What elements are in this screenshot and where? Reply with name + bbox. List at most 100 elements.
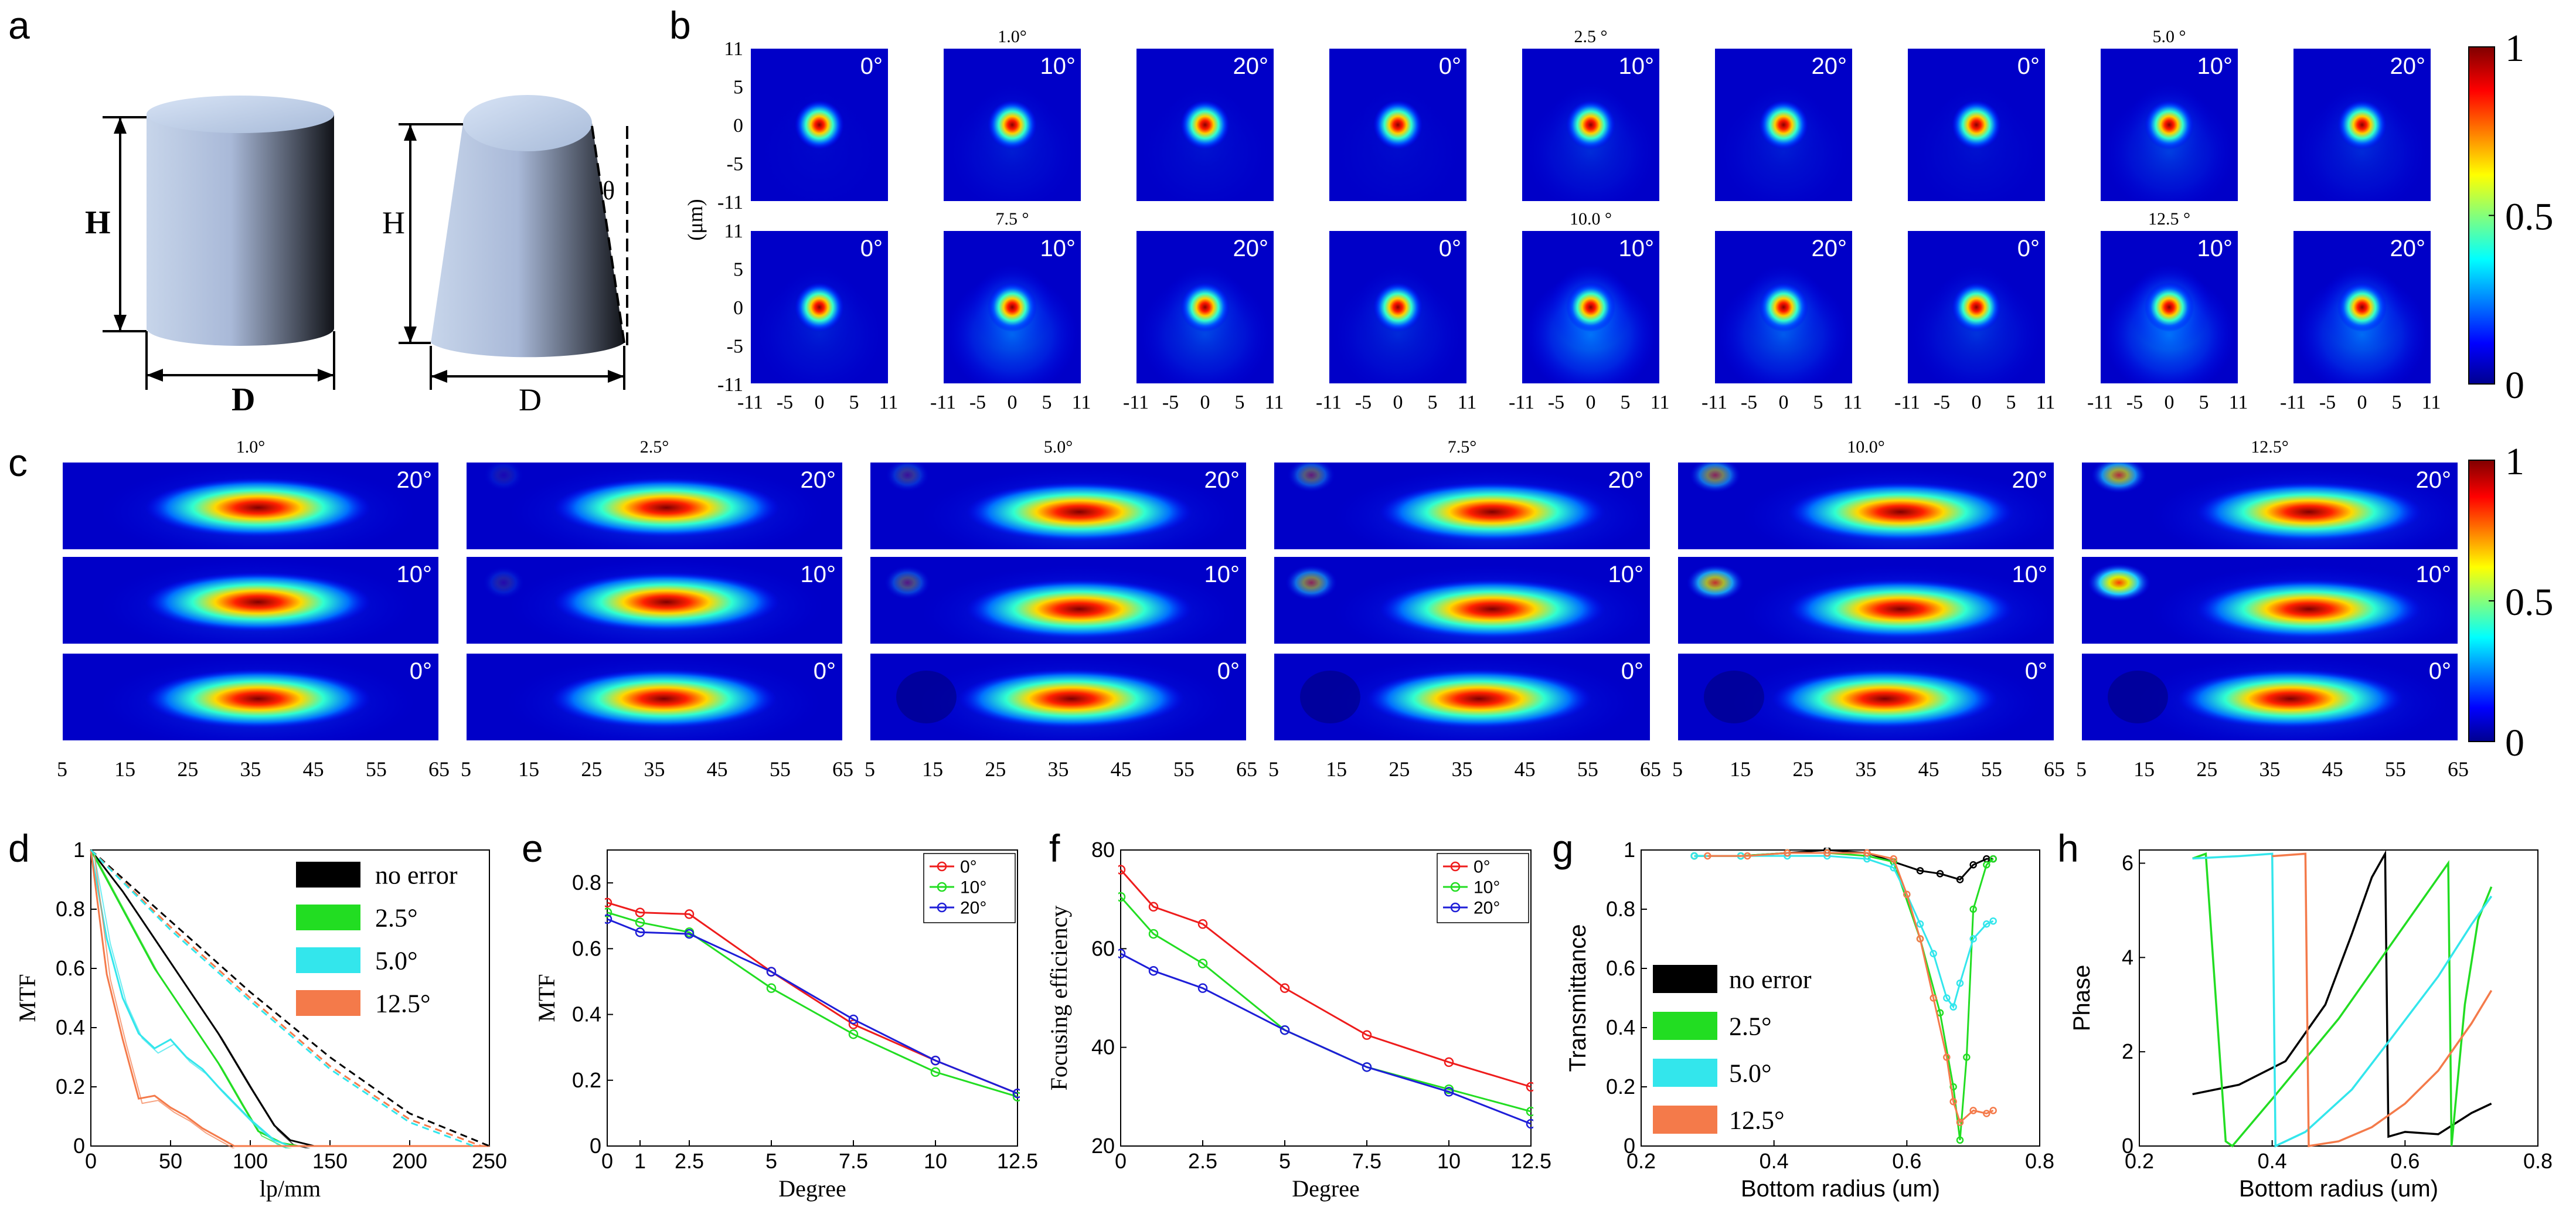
xz-xtick-label: 55 bbox=[2385, 757, 2406, 781]
panel-label-c: c bbox=[8, 441, 28, 484]
xy-ytick-label: 0 bbox=[733, 297, 743, 319]
e-data-point bbox=[635, 917, 645, 927]
g-data-point bbox=[1969, 1107, 1977, 1114]
e-legend: 0°10° 20° bbox=[923, 853, 1016, 923]
e-data-point bbox=[635, 927, 645, 937]
f-data-point bbox=[1444, 1087, 1454, 1097]
xz-xtick-label: 65 bbox=[2044, 757, 2065, 781]
xz-colorbar-label: 0 bbox=[2505, 722, 2524, 764]
xy-xtick-label: 5 bbox=[1621, 392, 1631, 413]
xy-xtick-label: 5 bbox=[1813, 392, 1823, 413]
d-legend-label: 12.5° bbox=[375, 989, 431, 1018]
f-data-point bbox=[1526, 1082, 1533, 1092]
e-xtick-label: 1 bbox=[634, 1149, 646, 1173]
xz-heatmap-frame bbox=[1273, 652, 1651, 742]
xy-colorbar-label: 0.5 bbox=[2505, 196, 2554, 239]
xy-heatmap-tile: 0° bbox=[1328, 230, 1468, 385]
xy-heatmap-tile: 0° bbox=[750, 230, 889, 385]
xz-xtick-label: 55 bbox=[1173, 757, 1195, 781]
xz-heatmap-tile: 10° bbox=[1273, 556, 1651, 645]
xz-heatmap-sidelobe bbox=[886, 462, 930, 492]
g-data-point bbox=[1969, 935, 1977, 943]
h-series-line bbox=[2272, 852, 2493, 1148]
g-legend-swatch bbox=[1653, 1059, 1717, 1087]
xz-xtick-label: 25 bbox=[1792, 757, 1813, 781]
xy-heatmap-spot bbox=[1373, 100, 1423, 149]
xy-xtick-label: 5 bbox=[849, 392, 859, 413]
h-xtick-label: 0.6 bbox=[2390, 1149, 2420, 1173]
xz-heatmap-tile: 10° bbox=[869, 556, 1247, 645]
xz-heatmap-sidelobe bbox=[884, 566, 931, 600]
xz-xtick-label: 55 bbox=[770, 757, 791, 781]
f-legend-label: 0° bbox=[1474, 858, 1491, 877]
xy-heatmap-angle-label: 0° bbox=[2017, 53, 2040, 79]
xz-heatmap-frame bbox=[1677, 461, 2055, 550]
d-legend-label: 2.5° bbox=[375, 903, 418, 932]
e-ytick-label: 0 bbox=[590, 1134, 601, 1158]
panel-d-mtf-curves: 0 50 100 150 200 250 0 0.2 0.4 0.6 0.8 1 lp/mm MTF no … bbox=[14, 838, 507, 1202]
frustum-body bbox=[431, 123, 624, 358]
xy-ytick-label: 5 bbox=[733, 77, 743, 98]
xz-heatmap-focus bbox=[1771, 669, 1998, 729]
g-data-point bbox=[1983, 861, 1990, 869]
xz-xtick-label: 25 bbox=[985, 757, 1006, 781]
g-ytick-label: 0.6 bbox=[1606, 956, 1635, 980]
xz-heatmap-tile: 20° bbox=[1677, 461, 2055, 550]
d-series-line-secondary bbox=[94, 854, 290, 1148]
xy-heatmap-frame bbox=[1907, 47, 2046, 202]
xz-heatmap-focus bbox=[966, 579, 1193, 639]
e-xlabel: Degree bbox=[778, 1175, 846, 1202]
e-series-line bbox=[607, 912, 1018, 1098]
xz-xtick-label: 45 bbox=[2322, 757, 2343, 781]
e-xtick-label: 7.5 bbox=[839, 1149, 868, 1173]
xz-heatmap-focus bbox=[145, 669, 372, 729]
xy-xtick-label: 11 bbox=[2422, 392, 2441, 413]
xy-heatmap-frame bbox=[942, 47, 1082, 202]
xy-heatmap-spot bbox=[1952, 100, 2001, 149]
g-xtick-label: 0.2 bbox=[1626, 1149, 1656, 1173]
e-legend-label: 0° bbox=[960, 858, 977, 877]
xz-xtick-label: 15 bbox=[922, 757, 943, 781]
xy-heatmap-tile: 0° bbox=[750, 47, 889, 202]
xy-heatmap-frame bbox=[2292, 47, 2432, 202]
g-data-point bbox=[1949, 1003, 1957, 1011]
xy-heatmap-angle-label: 10° bbox=[2197, 53, 2233, 79]
xy-heatmap-tile: 10° bbox=[2099, 230, 2239, 385]
xy-ytick-label: -11 bbox=[717, 374, 743, 396]
xz-heatmap-frame bbox=[1273, 461, 1651, 550]
e-ytick-label: 0.2 bbox=[572, 1068, 601, 1092]
d-ylabel: MTF bbox=[14, 974, 40, 1022]
f-ylabel: Focusing efficiency bbox=[1046, 906, 1072, 1091]
h-xlabel: Bottom radius (um) bbox=[2239, 1176, 2438, 1202]
f-legend-label: 10° bbox=[1474, 878, 1500, 897]
d-xtick-label: 0 bbox=[85, 1149, 97, 1173]
xy-group-title: 12.5 ° bbox=[2148, 209, 2190, 229]
g-data-point bbox=[1989, 1107, 1997, 1114]
xz-heatmap-frame bbox=[1677, 556, 2055, 645]
xz-xtick-label: 5 bbox=[461, 757, 471, 781]
xy-xtick-label: -11 bbox=[1702, 392, 1727, 413]
g-ytick-label: 0 bbox=[1624, 1134, 1635, 1158]
f-ytick-label: 20 bbox=[1091, 1134, 1115, 1158]
xy-xtick-label: 5 bbox=[1428, 392, 1438, 413]
xy-heatmap-spot bbox=[1373, 283, 1423, 332]
g-data-point bbox=[1943, 994, 1951, 1002]
xy-heatmap-angle-label: 10° bbox=[1040, 53, 1076, 79]
xz-xtick-label: 35 bbox=[644, 757, 665, 781]
f-legend: 0°10° 20° bbox=[1437, 853, 1529, 923]
xy-heatmap-frame bbox=[1907, 230, 2046, 385]
xy-heatmap-angle-label: 10° bbox=[1619, 236, 1655, 261]
d-series-line bbox=[90, 849, 474, 1147]
h-ytick-label: 0 bbox=[2122, 1134, 2133, 1158]
xy-xtick-label: -5 bbox=[1934, 392, 1950, 413]
xy-heatmap-angle-label: 20° bbox=[1233, 53, 1269, 79]
panel-label-d: d bbox=[8, 827, 30, 870]
g-data-point bbox=[1963, 1053, 1971, 1061]
xy-heatmap-angle-label: 10° bbox=[1040, 236, 1076, 261]
e-xtick-label: 0 bbox=[601, 1149, 613, 1173]
xz-heatmap-frame bbox=[465, 556, 843, 645]
xz-column-title: 12.5° bbox=[2251, 437, 2289, 457]
f-legend-marker bbox=[1450, 902, 1461, 913]
xz-heatmap-angle-label: 0° bbox=[814, 658, 836, 684]
cylinder-d-arrow-left bbox=[147, 369, 163, 382]
